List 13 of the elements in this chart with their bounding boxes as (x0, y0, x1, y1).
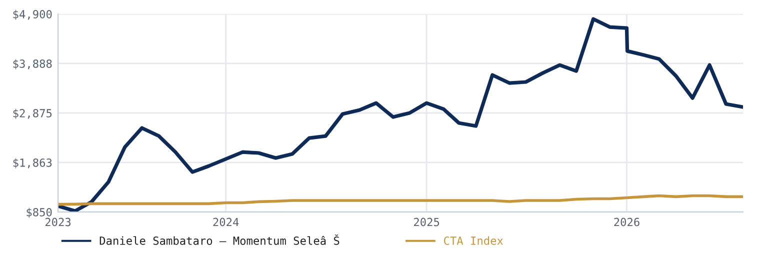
x-tick-label: 2025 (414, 218, 440, 226)
x-tick-label: 2024 (213, 218, 239, 226)
y-tick-label: $2,875 (13, 108, 52, 119)
y-tick-label: $4,900 (13, 10, 52, 20)
legend-label: Daniele Sambataro – Momentum Seleâ Š (100, 234, 340, 245)
x-tick-label: 2023 (45, 218, 71, 226)
x-tick-label: 2026 (614, 218, 640, 226)
y-tick-label: $1,863 (13, 158, 52, 168)
legend-label: CTA Index (444, 236, 504, 245)
y-tick-label: $3,888 (13, 59, 52, 70)
y-tick-label: $850 (26, 208, 52, 218)
line-series (58, 194, 743, 206)
line-series (58, 17, 743, 212)
